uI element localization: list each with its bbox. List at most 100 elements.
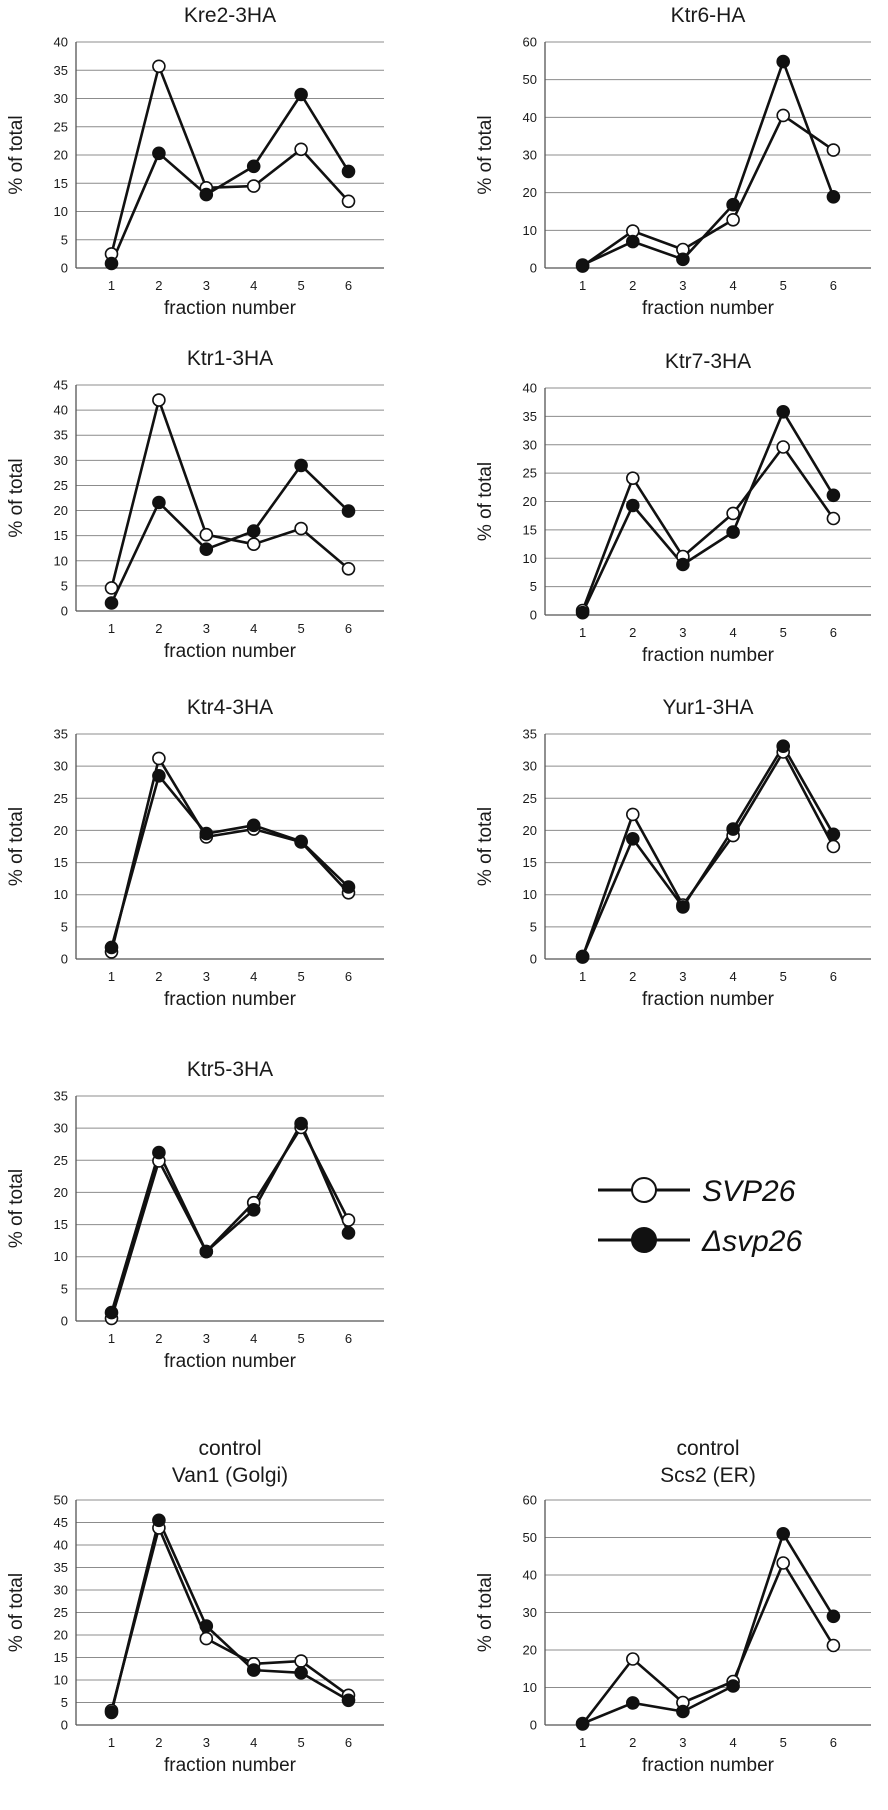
data-point-open [199,527,214,542]
x-tick-label: 6 [345,278,352,293]
x-tick-label: 1 [579,1735,586,1750]
y-tick-label: 15 [523,522,537,537]
x-tick-label: 5 [297,969,304,984]
y-tick-label: 5 [61,1695,68,1710]
data-point-filled [726,197,740,212]
y-tick-label: 60 [523,1493,537,1508]
y-tick-label: 40 [523,381,537,396]
data-point-open [341,1213,356,1227]
y-tick-label: 30 [523,759,537,774]
y-tick-label: 5 [61,919,68,934]
data-point-filled [826,1609,841,1624]
data-point-open [294,521,308,536]
data-point-open [625,471,640,486]
data-point-open [104,581,119,595]
data-point-filled [341,1693,356,1708]
series-line-open [581,1561,835,1725]
y-tick-label: 45 [54,378,68,393]
data-point-filled [676,557,690,572]
x-tick-label: 4 [729,1735,736,1750]
data-point-open [152,751,166,766]
y-tick-label: 25 [523,466,537,481]
y-tick-label: 15 [54,855,68,870]
y-tick-label: 25 [54,791,68,806]
x-axis-title: fraction number [164,641,297,662]
y-tick-label: 20 [54,1628,68,1643]
series-line-open [110,398,350,589]
chart-title: Yur1-3HA [662,696,753,719]
chart-title: Kre2-3HA [184,4,276,27]
data-point-filled [625,234,640,249]
x-tick-label: 6 [830,1735,837,1750]
x-tick-label: 4 [250,969,257,984]
data-point-open [625,807,640,822]
x-tick-label: 2 [629,625,636,640]
data-point-filled [676,252,690,267]
y-tick-label: 35 [54,63,68,78]
y-tick-label: 20 [54,1185,68,1200]
chart-subtitle: Van1 (Golgi) [172,1464,288,1487]
data-point-filled [726,822,740,836]
x-tick-label: 1 [579,969,586,984]
x-tick-label: 4 [250,1735,257,1750]
data-point-filled [104,940,119,955]
chart-subtitle: Scs2 (ER) [660,1464,756,1487]
data-point-filled [341,504,356,518]
data-point-open [199,1631,214,1646]
y-tick-label: 40 [54,403,68,418]
chart-title: Ktr6-HA [671,4,746,27]
x-tick-label: 4 [729,625,736,640]
y-tick-label: 50 [523,1530,537,1545]
y-tick-label: 20 [523,494,537,509]
data-point-filled [625,1696,640,1710]
x-tick-label: 2 [155,278,162,293]
y-tick-label: 10 [523,551,537,566]
data-point-filled [294,834,308,849]
data-point-filled [776,54,791,69]
data-point-filled [199,542,214,557]
y-axis-title: % of total [6,458,27,537]
x-tick-label: 3 [203,1735,210,1750]
y-tick-label: 40 [54,1538,68,1553]
data-point-filled [199,826,214,841]
y-tick-label: 10 [54,204,68,219]
y-tick-label: 30 [54,1583,68,1598]
data-point-filled [341,164,356,179]
x-tick-label: 4 [250,621,257,636]
data-point-filled [294,1116,308,1131]
data-point-filled [776,739,791,754]
y-tick-label: 5 [530,919,537,934]
x-axis-title: fraction number [164,989,297,1010]
data-point-filled [246,1663,261,1677]
y-tick-label: 0 [61,261,68,276]
y-tick-label: 50 [523,72,537,87]
x-tick-label: 4 [250,1331,257,1346]
y-tick-label: 45 [54,1515,68,1530]
x-axis-title: fraction number [164,1755,297,1776]
y-tick-label: 40 [54,35,68,50]
y-tick-label: 15 [54,1217,68,1232]
data-point-filled [246,818,261,833]
series-line-filled [110,93,350,265]
data-point-filled [676,1704,690,1719]
y-tick-label: 15 [54,528,68,543]
x-tick-label: 3 [679,278,686,293]
y-tick-label: 30 [54,453,68,468]
x-tick-label: 3 [679,969,686,984]
y-axis-title: % of total [6,807,27,886]
chart-5: 0 5 10 15 20 25 30 35 1 2 3 4 5 6 fraction number % of … [6,696,384,1010]
data-point-filled [104,1305,119,1320]
y-tick-label: 20 [54,823,68,838]
data-point-open [294,142,308,157]
data-point-open [152,59,166,74]
data-point-filled [726,525,740,539]
data-point-filled [152,146,166,161]
y-tick-label: 25 [54,1605,68,1620]
x-tick-label: 3 [203,1331,210,1346]
data-point-open [826,839,841,854]
y-tick-label: 30 [523,437,537,452]
y-tick-label: 30 [54,91,68,106]
